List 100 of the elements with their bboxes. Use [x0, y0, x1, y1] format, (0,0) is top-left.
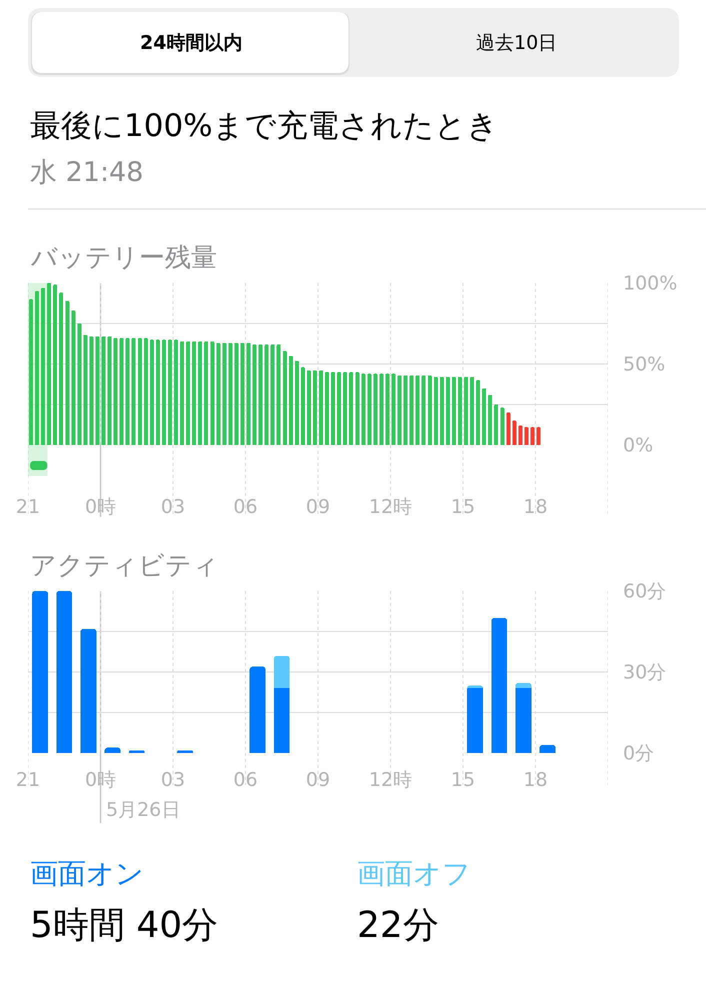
bar	[274, 688, 290, 753]
bar	[410, 375, 414, 445]
bar	[294, 360, 299, 445]
bar	[515, 688, 532, 753]
text: 24時間以内	[140, 32, 242, 54]
x-tick-label: 03	[160, 496, 186, 518]
bar	[47, 283, 52, 445]
bar	[343, 372, 348, 445]
x-tick-label: 06	[233, 769, 258, 791]
bar	[331, 372, 336, 445]
bar	[204, 341, 208, 445]
bar	[274, 656, 290, 688]
bar	[349, 372, 354, 445]
x-tick-label: 12時	[368, 769, 412, 791]
bar	[367, 374, 372, 445]
bar	[288, 356, 293, 445]
bar	[494, 404, 498, 445]
bar	[373, 374, 378, 445]
x-tick-label: 15	[450, 769, 476, 791]
bar	[240, 342, 244, 445]
bar	[300, 367, 305, 445]
bar	[464, 376, 468, 445]
bar	[156, 340, 160, 445]
bar	[470, 376, 474, 445]
bar	[53, 284, 58, 445]
bar	[83, 334, 88, 445]
bar	[524, 427, 528, 445]
bar	[77, 324, 82, 445]
bar	[398, 375, 402, 445]
bar	[216, 342, 220, 445]
bar	[446, 376, 450, 445]
y-tick-label: 30分	[623, 662, 666, 684]
bar	[234, 342, 238, 445]
bar	[325, 372, 330, 445]
bar	[512, 420, 516, 445]
x-tick-label: 15	[450, 496, 476, 518]
x-tick-label: 06	[233, 496, 258, 518]
bar	[168, 340, 172, 445]
y-tick-label: 60分	[623, 580, 666, 603]
bar	[56, 591, 72, 753]
bar	[35, 291, 40, 445]
bar	[102, 336, 106, 445]
y-tick-label: 0分	[623, 742, 654, 765]
bar	[319, 370, 324, 445]
bar	[452, 376, 456, 445]
text: 5時間 40分	[30, 905, 218, 946]
text: 過去10日	[476, 32, 558, 54]
bar	[312, 370, 317, 445]
bar	[59, 292, 64, 445]
bar	[282, 351, 287, 445]
bar	[128, 750, 145, 753]
bar	[491, 618, 508, 753]
bar	[95, 336, 100, 445]
bar	[198, 341, 202, 445]
bar	[428, 375, 432, 445]
y-tick-label: 100%	[623, 272, 678, 295]
bar	[71, 310, 76, 445]
bar	[222, 342, 226, 445]
bar	[144, 338, 148, 445]
bar	[41, 288, 46, 445]
bar	[404, 375, 408, 445]
bar	[476, 380, 480, 445]
bar	[108, 336, 112, 445]
bar	[177, 750, 194, 753]
bar	[89, 336, 94, 445]
bar	[458, 376, 462, 445]
bar	[467, 688, 484, 753]
bar	[104, 748, 121, 753]
chart-title: バッテリー残量	[30, 243, 217, 273]
bar	[174, 340, 178, 445]
bar	[132, 338, 136, 445]
bar	[126, 338, 130, 445]
x-tick-label: 0時	[84, 496, 116, 518]
bar	[65, 300, 70, 445]
bar	[482, 388, 486, 445]
bar	[228, 342, 232, 445]
bar	[422, 375, 426, 445]
bar	[192, 341, 196, 445]
bar	[180, 341, 184, 445]
x-tick-label: 03	[160, 769, 186, 791]
chart-title: アクティビティ	[30, 551, 219, 581]
bar	[80, 628, 96, 753]
text: 画面オン	[30, 857, 144, 890]
bar	[114, 338, 118, 445]
bar	[210, 341, 214, 445]
bar	[355, 372, 360, 445]
bar	[270, 344, 275, 445]
x-tick-label: 12時	[368, 496, 412, 518]
x-tick-label: 0時	[84, 769, 116, 791]
bar	[276, 344, 281, 445]
bar	[252, 344, 257, 445]
bar	[530, 427, 534, 445]
x-tick-label: 21	[16, 769, 40, 791]
text: 水 21:48	[30, 157, 144, 188]
x-tick-label: 18	[523, 769, 548, 791]
bar	[506, 412, 510, 445]
bar	[29, 299, 34, 445]
bar	[500, 408, 504, 445]
bar	[250, 666, 266, 753]
x-tick-label: 18	[523, 496, 548, 518]
